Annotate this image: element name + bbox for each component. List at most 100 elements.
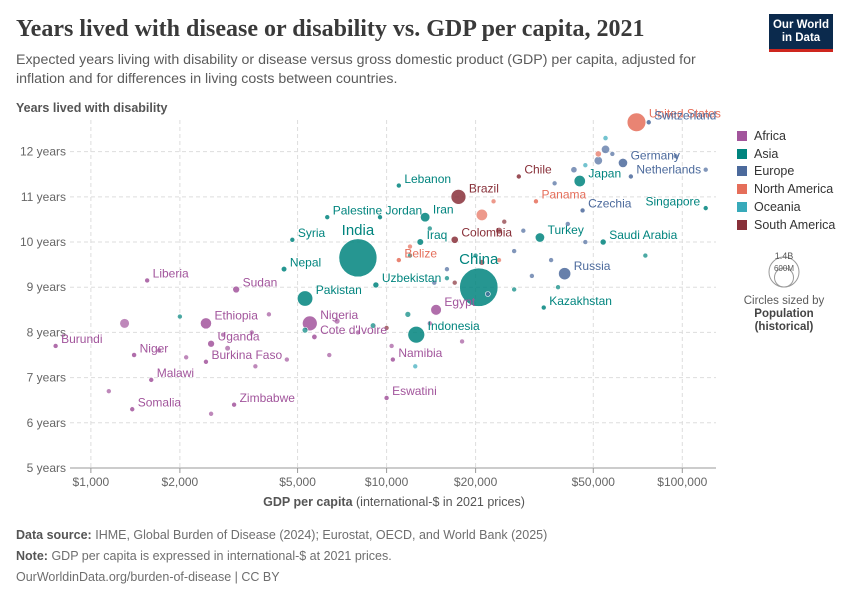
data-label-namibia: Namibia [398, 346, 442, 360]
data-point-uzbekistan [372, 281, 380, 289]
data-point [177, 313, 183, 320]
data-label-colombia: Colombia [461, 226, 512, 240]
legend-item-asia[interactable]: Asia [737, 145, 835, 163]
data-point [220, 331, 226, 338]
data-point-egypt [430, 304, 442, 316]
legend-item-africa[interactable]: Africa [737, 127, 835, 145]
data-label-netherlands: Netherlands [636, 163, 701, 177]
data-label-singapore: Singapore [646, 194, 701, 208]
data-label-cote-d-ivoire: Cote d'Ivoire [320, 323, 387, 337]
legend-item-south-america[interactable]: South America [737, 216, 835, 234]
data-label-russia: Russia [574, 259, 611, 273]
x-axis-title: GDP per capita (international-$ in 2021 … [263, 495, 525, 509]
y-tick-label: 11 years [21, 190, 66, 204]
data-point-jordan [377, 214, 383, 220]
data-label-nigeria: Nigeria [320, 308, 358, 322]
data-point-eswatini [383, 395, 390, 401]
data-point-belize [396, 257, 402, 263]
legend-swatch [737, 148, 747, 159]
region-legend: Africa Asia Europe North America Oceania… [737, 127, 835, 234]
y-tick-label: 12 years [20, 145, 66, 159]
data-point-india [338, 238, 378, 278]
data-label-china: China [459, 251, 499, 268]
data-point [564, 221, 571, 227]
data-point-niger [131, 352, 137, 358]
size-legend-caption: Circles sized by [743, 295, 825, 307]
legend-item-oceania[interactable]: Oceania [737, 198, 835, 216]
data-point [475, 208, 488, 221]
data-point [451, 279, 458, 286]
legend-label: Oceania [754, 200, 801, 215]
data-label-germany: Germany [631, 149, 680, 163]
data-label-lebanon: Lebanon [404, 172, 451, 186]
data-point [427, 225, 433, 232]
data-point-united-states [626, 112, 647, 132]
data-point [119, 318, 130, 329]
data-point [444, 266, 450, 272]
data-label-ethiopia: Ethiopia [215, 309, 259, 323]
data-point-japan [573, 175, 586, 187]
data-label-malawi: Malawi [157, 366, 194, 380]
size-legend-variable-1: Population [754, 308, 814, 320]
data-point [224, 345, 231, 352]
data-point [266, 311, 272, 318]
data-label-niger: Niger [140, 341, 169, 355]
note-label: Note: [16, 549, 48, 563]
data-point [570, 166, 578, 174]
data-point [326, 352, 333, 358]
data-point [472, 252, 479, 259]
data-point-palestine [324, 214, 331, 220]
data-label-zimbabwe: Zimbabwe [240, 391, 296, 405]
legend-swatch [737, 184, 747, 195]
y-tick-label: 10 years [20, 235, 66, 249]
data-label-eswatini: Eswatini [392, 384, 437, 398]
y-tick-label: 8 years [27, 325, 66, 339]
data-point-netherlands [628, 173, 634, 180]
size-legend-variable-2: (historical) [754, 321, 814, 333]
data-point [511, 248, 517, 254]
x-tick-label: $20,000 [454, 475, 498, 489]
data-point [582, 162, 589, 168]
legend-label: Africa [754, 128, 786, 143]
data-point [369, 322, 377, 329]
data-label-saudi-arabia: Saudi Arabia [609, 228, 677, 242]
footer-url-link[interactable]: OurWorldinData.org/burden-of-disease | C… [16, 570, 280, 584]
data-point-germany [618, 158, 628, 168]
data-point-cote-d-ivoire [311, 333, 318, 340]
data-label-uzbekistan: Uzbekistan [382, 271, 441, 285]
data-point [208, 410, 214, 417]
data-point [404, 311, 412, 318]
data-point [582, 239, 589, 245]
data-point-saudi-arabia [599, 238, 607, 246]
data-points [52, 112, 709, 417]
data-point [412, 363, 419, 370]
data-point-sudan [232, 285, 240, 294]
data-point-panama [533, 198, 539, 205]
data-point-lebanon [396, 182, 402, 189]
owid-logo[interactable]: Our World in Data [769, 14, 833, 52]
data-point-switzerland [645, 119, 652, 126]
data-point-indonesia [407, 325, 425, 344]
legend-item-north-america[interactable]: North America [737, 180, 835, 198]
data-point [601, 144, 610, 154]
data-point [501, 218, 508, 225]
data-point [672, 153, 679, 159]
data-label-uganda: Uganda [218, 330, 260, 344]
data-point [511, 286, 517, 293]
data-point-czechia [579, 207, 586, 214]
y-tick-label: 6 years [27, 416, 66, 430]
data-label-turkey: Turkey [548, 223, 584, 237]
x-tick-label: $1,000 [73, 475, 110, 489]
data-point [594, 150, 602, 158]
data-point [252, 363, 259, 370]
footer-source: Data source: IHME, Global Burden of Dise… [16, 528, 547, 542]
data-label-liberia: Liberia [153, 267, 189, 281]
data-label-iraq: Iraq [427, 228, 448, 242]
data-point-brazil [450, 189, 467, 205]
data-point [642, 252, 649, 259]
data-point [529, 273, 535, 279]
legend-item-europe[interactable]: Europe [737, 163, 835, 181]
data-point-pakistan [297, 290, 314, 307]
data-point-chile [516, 173, 522, 180]
legend-label: Asia [754, 146, 779, 161]
